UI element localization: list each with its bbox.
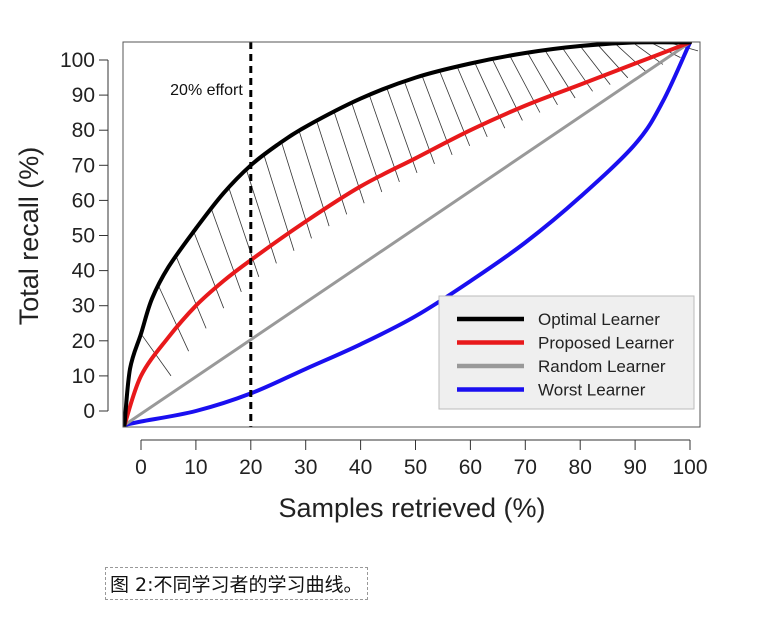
legend-label-worst-learner: Worst Learner [538,381,646,400]
hatch-line [210,208,242,293]
y-tick-label: 20 [72,330,95,353]
proposed-learner-line [123,42,692,427]
legend: Optimal Learner Proposed Learner Random Le… [438,295,695,410]
learning-curve-chart: 20% effort 0 10 20 30 40 50 60 70 80 90 100 0 10 20 30… [14,41,708,523]
hatch-line [562,47,593,92]
hatch-line [597,44,629,79]
y-tick-label: 40 [72,260,95,283]
y-axis-label: Total recall (%) [14,147,44,326]
hatch-line [175,256,207,329]
y-tick-label: 70 [72,154,95,177]
x-tick-label: 80 [569,456,592,479]
y-tick-label: 60 [72,189,95,212]
x-tick-label: 50 [404,456,427,479]
x-tick-label: 90 [623,456,646,479]
hatch-line [228,187,260,278]
optimal-learner-line [123,42,692,427]
hatch-line [632,42,664,65]
worst-learner-line [123,42,692,427]
effort-label: 20% effort [170,82,243,99]
y-axis: 0 10 20 30 40 50 60 70 80 90 100 [60,49,109,423]
x-tick-label: 70 [514,456,537,479]
legend-label-proposed-learner: Proposed Learner [538,334,674,353]
x-tick-label: 60 [459,456,482,479]
x-tick-label: 100 [672,456,707,479]
hatch-line [193,231,225,309]
y-tick-label: 50 [72,225,95,248]
x-tick-label: 0 [135,456,147,479]
x-tick-label: 40 [349,456,372,479]
x-tick-label: 30 [294,456,317,479]
hatch-line [615,43,646,72]
y-tick-label: 90 [72,84,95,107]
figure-caption: 图 2:不同学习者的学习曲线。 [105,567,368,600]
legend-label-optimal-learner: Optimal Learner [538,310,660,329]
x-axis: 0 10 20 30 40 50 60 70 80 90 100 [135,439,708,479]
x-tick-label: 20 [239,456,262,479]
y-tick-label: 0 [83,400,95,423]
y-tick-label: 100 [60,49,95,72]
hatch-line [579,45,611,85]
y-tick-label: 80 [72,119,95,142]
plot-frame [122,41,701,428]
x-axis-label: Samples retrieved (%) [278,493,545,523]
x-tick-label: 10 [184,456,207,479]
hatch-line [246,169,277,264]
random-learner-line [123,42,692,427]
legend-label-random-learner: Random Learner [538,357,666,376]
hatch-line [263,155,295,251]
y-tick-label: 30 [72,295,95,318]
hatch-line [158,285,189,352]
y-tick-label: 10 [72,365,95,388]
